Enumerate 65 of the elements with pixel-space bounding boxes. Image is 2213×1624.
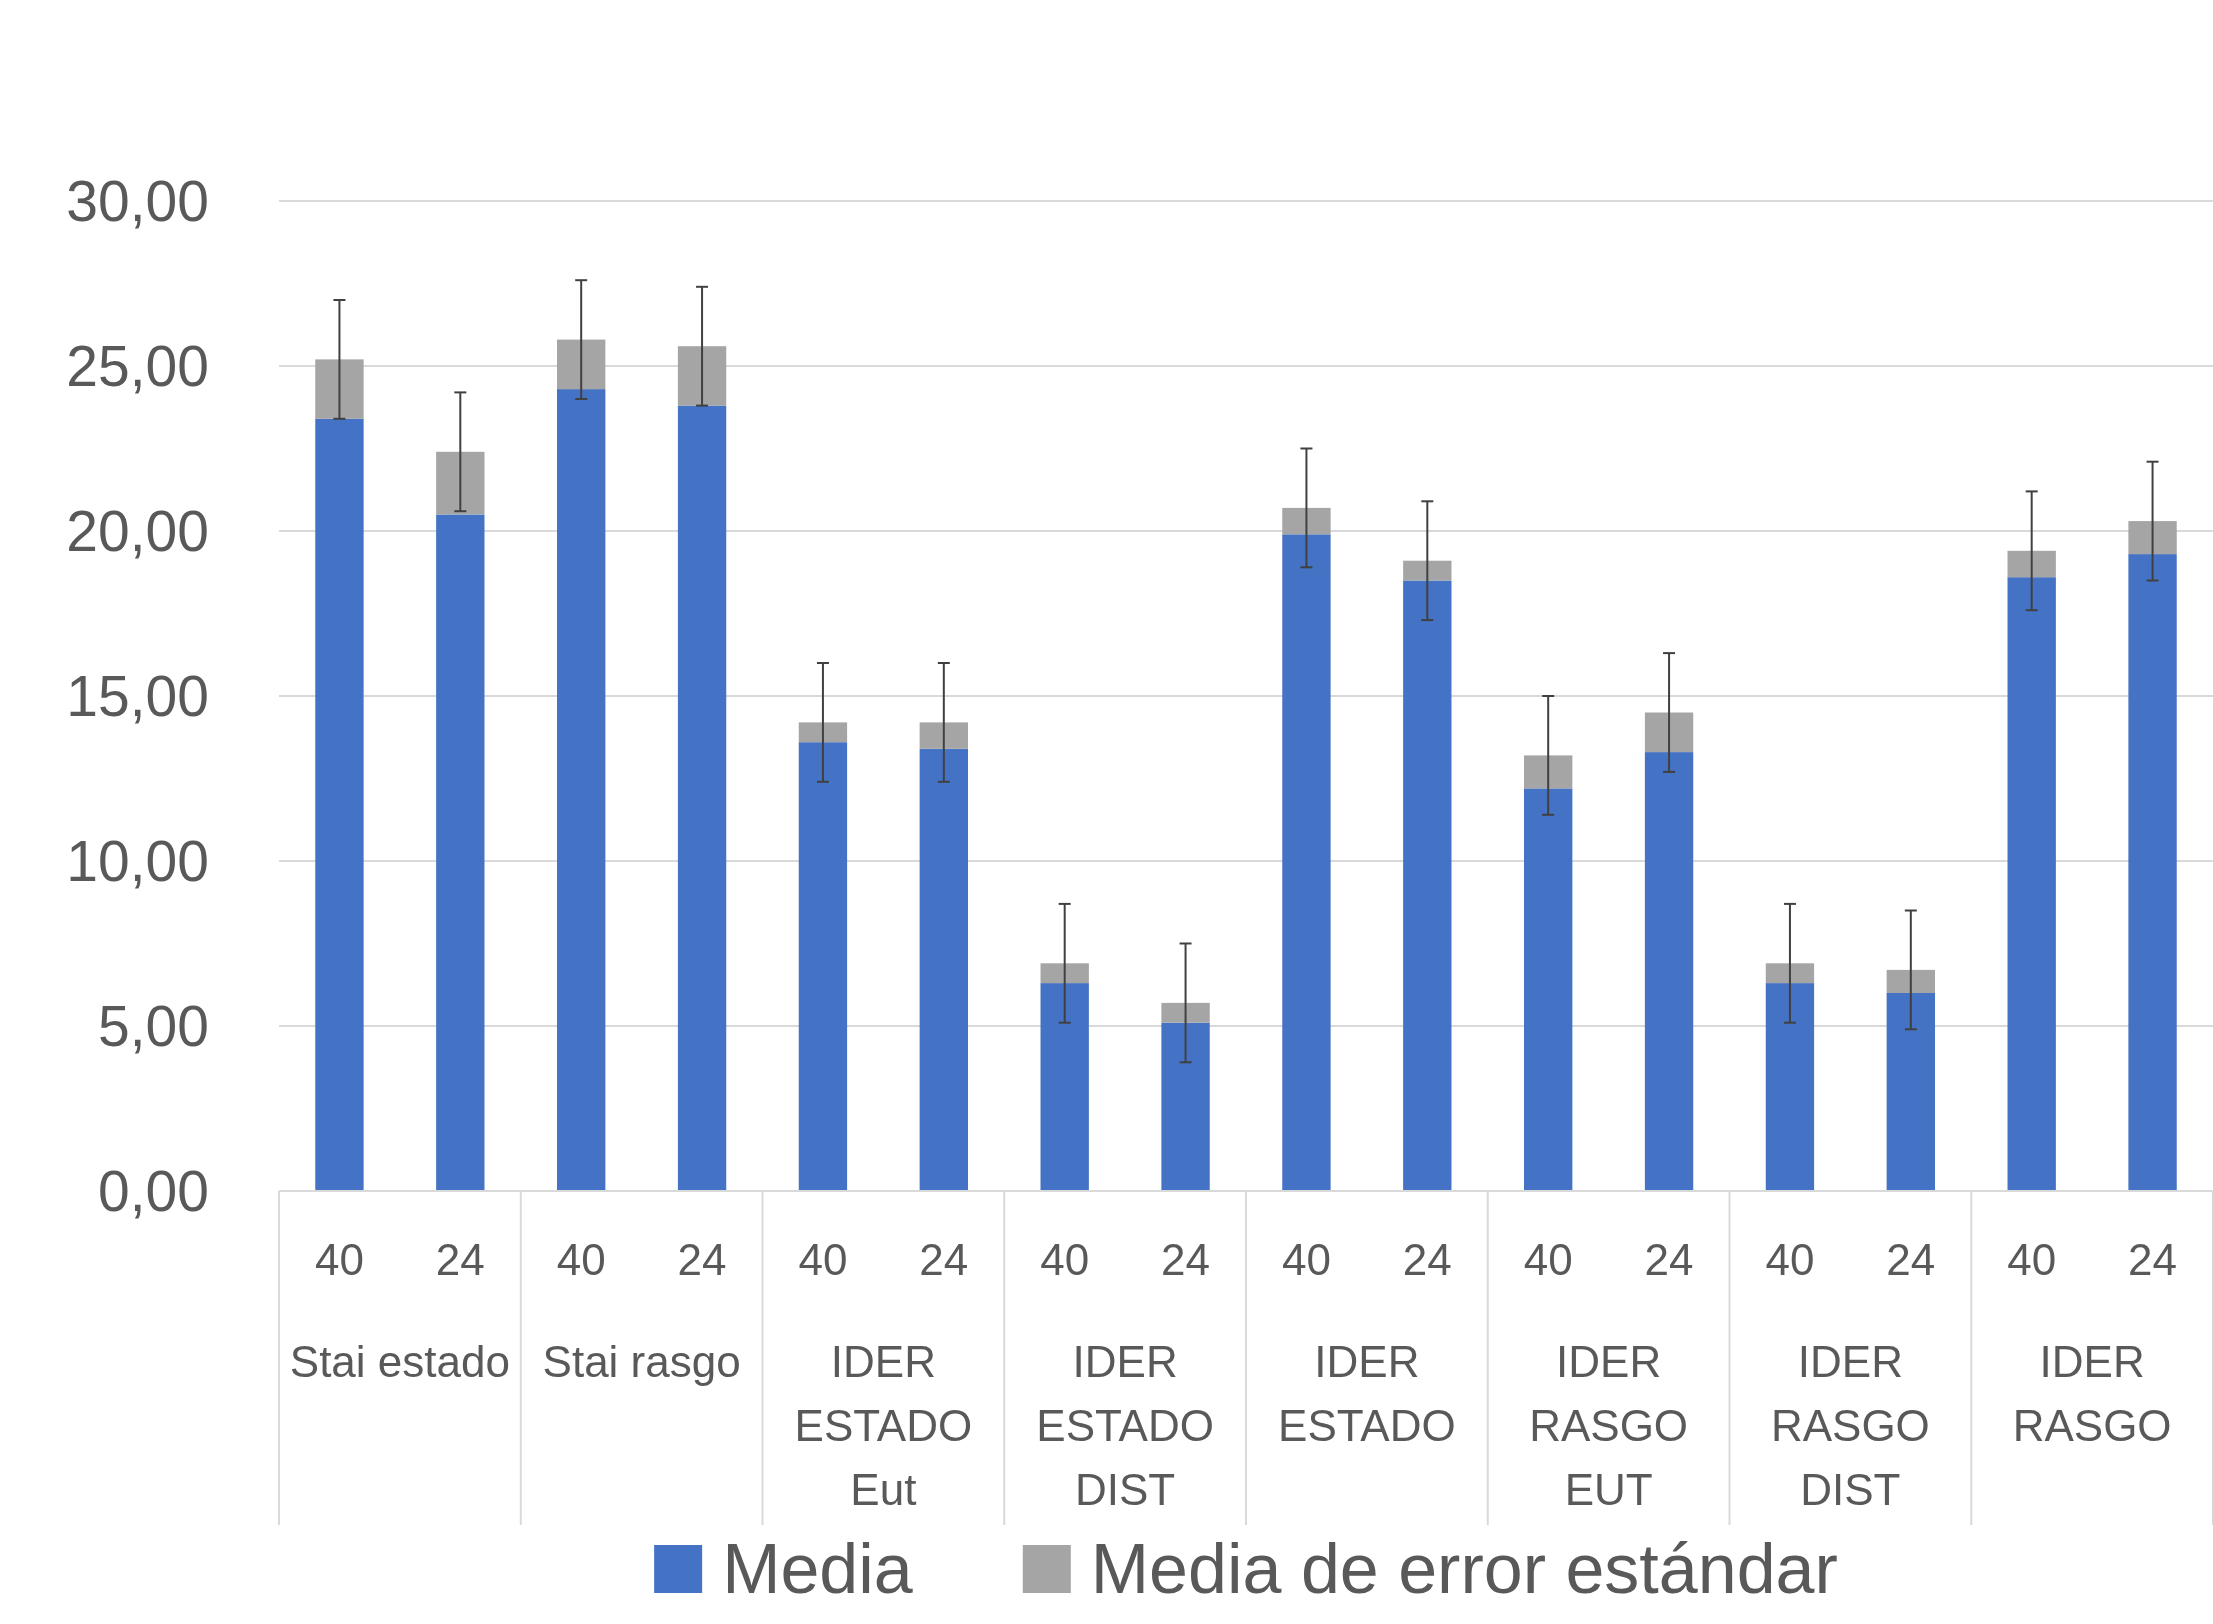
x-tick-label: 24: [435, 1235, 485, 1284]
bar: [798, 742, 848, 1191]
x-tick-label: 40: [1523, 1235, 1573, 1284]
x-tick-label: 24: [677, 1235, 727, 1284]
bar: [1644, 712, 1694, 753]
text: IDER ESTADO Eut: [794, 1337, 973, 1514]
bar: [677, 346, 727, 406]
bar: [2128, 521, 2177, 555]
bar: [2007, 577, 2056, 1191]
bar: [315, 418, 364, 1191]
x-tick-label: 24: [1644, 1235, 1694, 1284]
y-tick-label: 5,00: [98, 993, 209, 1058]
y-tick-label: 0,00: [98, 1158, 209, 1223]
bar: [1765, 963, 1815, 984]
bar: [798, 722, 848, 743]
legend-label: Media: [722, 1530, 913, 1608]
bar: [2128, 554, 2177, 1191]
y-tick-label: 20,00: [66, 498, 209, 563]
text: IDER ESTADO DIST: [1036, 1337, 1214, 1514]
bar: [1765, 983, 1815, 1191]
bar: [1282, 534, 1331, 1191]
bar: [677, 405, 727, 1191]
x-tick-label: 40: [2007, 1235, 2057, 1284]
x-tick-label: 40: [1765, 1235, 1815, 1284]
bar: [1886, 969, 1935, 993]
bar: [436, 514, 485, 1191]
bar: [1161, 1022, 1210, 1191]
x-tick-label: 24: [919, 1235, 969, 1284]
x-tick-label: 40: [1281, 1235, 1331, 1284]
x-tick-label: 24: [2128, 1235, 2178, 1284]
y-tick-label: 10,00: [66, 828, 209, 893]
bar: [436, 451, 485, 515]
x-tick-label: 24: [1402, 1235, 1452, 1284]
text: IDER ESTADO: [1278, 1337, 1456, 1450]
bar: [1040, 963, 1089, 984]
bar: [1644, 752, 1694, 1191]
bar: [919, 748, 968, 1191]
bar: [315, 359, 364, 419]
text: Stai estado: [289, 1337, 510, 1386]
x-tick-label: 40: [798, 1235, 848, 1284]
y-tick-label: 25,00: [66, 333, 209, 398]
x-tick-label: 40: [556, 1235, 606, 1284]
text: IDER RASGO: [2012, 1337, 2172, 1450]
text: IDER RASGO DIST: [1770, 1337, 1930, 1514]
x-tick-label: 24: [1161, 1235, 1211, 1284]
bar: [1161, 1002, 1210, 1023]
bar: [2007, 550, 2056, 578]
bar: [1403, 560, 1452, 581]
bar: [1282, 507, 1331, 535]
bar: [1524, 755, 1573, 789]
y-tick-label: 30,00: [66, 168, 209, 233]
legend-label: Media de error estándar: [1090, 1530, 1838, 1608]
bar: [1403, 580, 1452, 1191]
bar: [557, 339, 606, 390]
bar: [557, 389, 606, 1191]
x-tick-label: 24: [1886, 1235, 1936, 1284]
x-tick-label: 40: [1040, 1235, 1090, 1284]
bar: [1040, 983, 1089, 1191]
x-tick-label: 40: [314, 1235, 364, 1284]
text: IDER RASGO EUT: [1529, 1337, 1689, 1514]
text: Stai rasgo: [542, 1337, 741, 1386]
bar: [919, 722, 968, 749]
bar: [1886, 993, 1935, 1191]
y-tick-label: 15,00: [66, 663, 209, 728]
bar: [1524, 788, 1573, 1191]
